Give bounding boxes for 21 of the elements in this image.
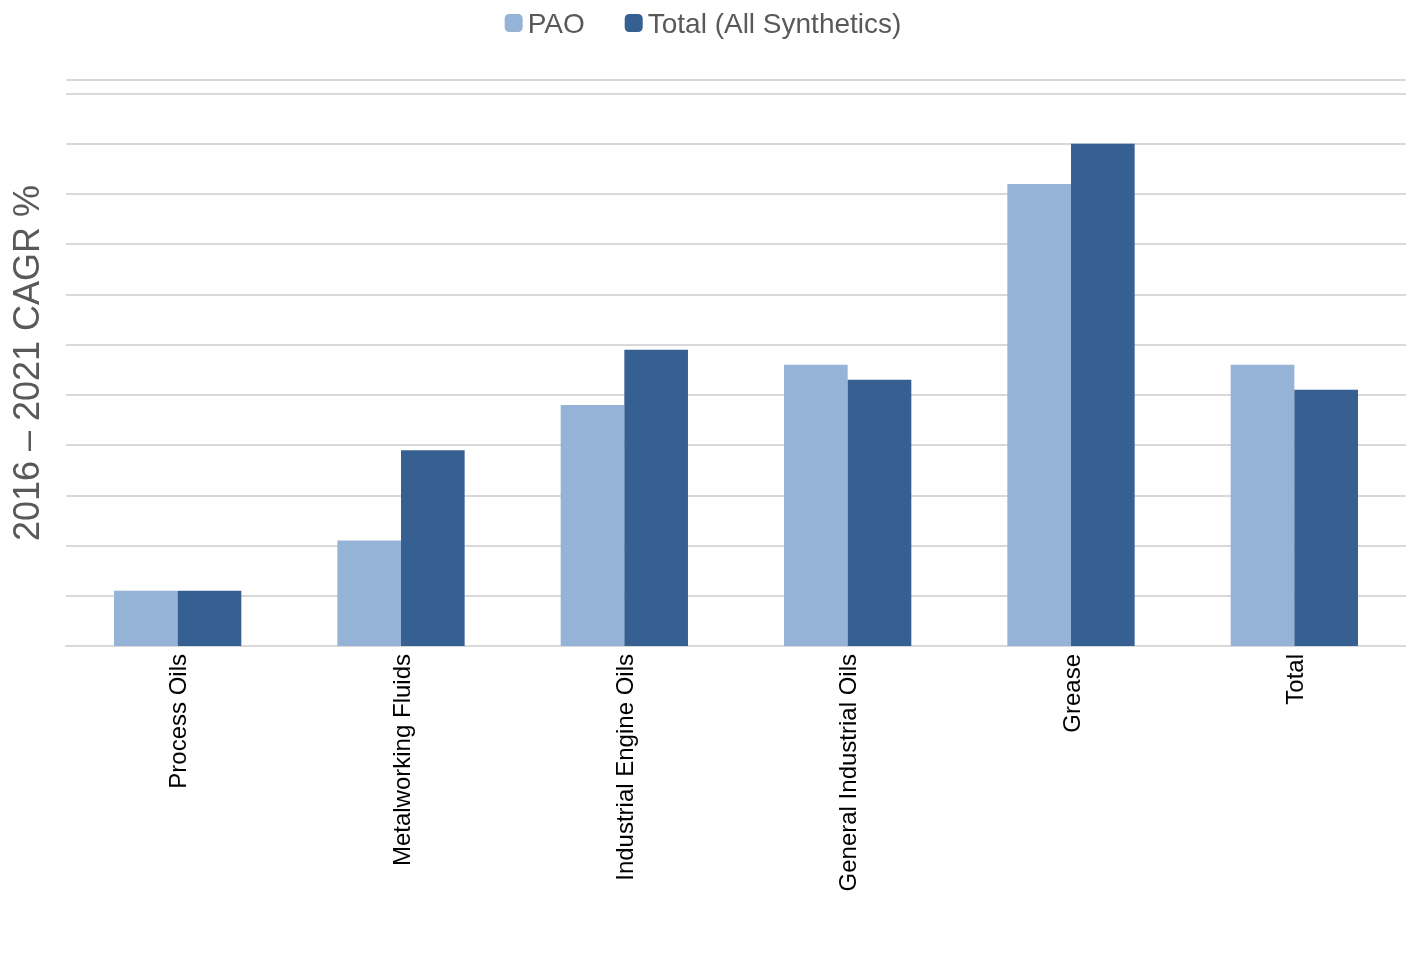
bar: [177, 590, 242, 646]
x-tick-label: General Industrial Oils: [834, 654, 862, 892]
bar: [1230, 364, 1295, 646]
bar: [114, 590, 178, 646]
x-tick-label: Grease: [1057, 654, 1085, 733]
bar: [1294, 389, 1358, 646]
x-tick-label: Process Oils: [164, 654, 192, 789]
bar: [847, 379, 912, 646]
bar: [624, 349, 688, 646]
x-tick-label: Metalworking Fluids: [387, 654, 415, 867]
bar: [784, 364, 848, 646]
bar: [337, 540, 401, 646]
legend-label: PAO: [527, 7, 585, 39]
x-tick-label: Total: [1280, 654, 1308, 705]
y-axis-title: 2016 – 2021 CAGR %: [5, 184, 47, 542]
bar: [560, 404, 625, 646]
bar: [401, 450, 465, 646]
legend-label: Total (All Synthetics): [647, 7, 902, 39]
x-tick-label: Industrial Engine Oils: [610, 654, 638, 881]
bar: [1071, 143, 1135, 646]
bar: [1007, 183, 1071, 646]
